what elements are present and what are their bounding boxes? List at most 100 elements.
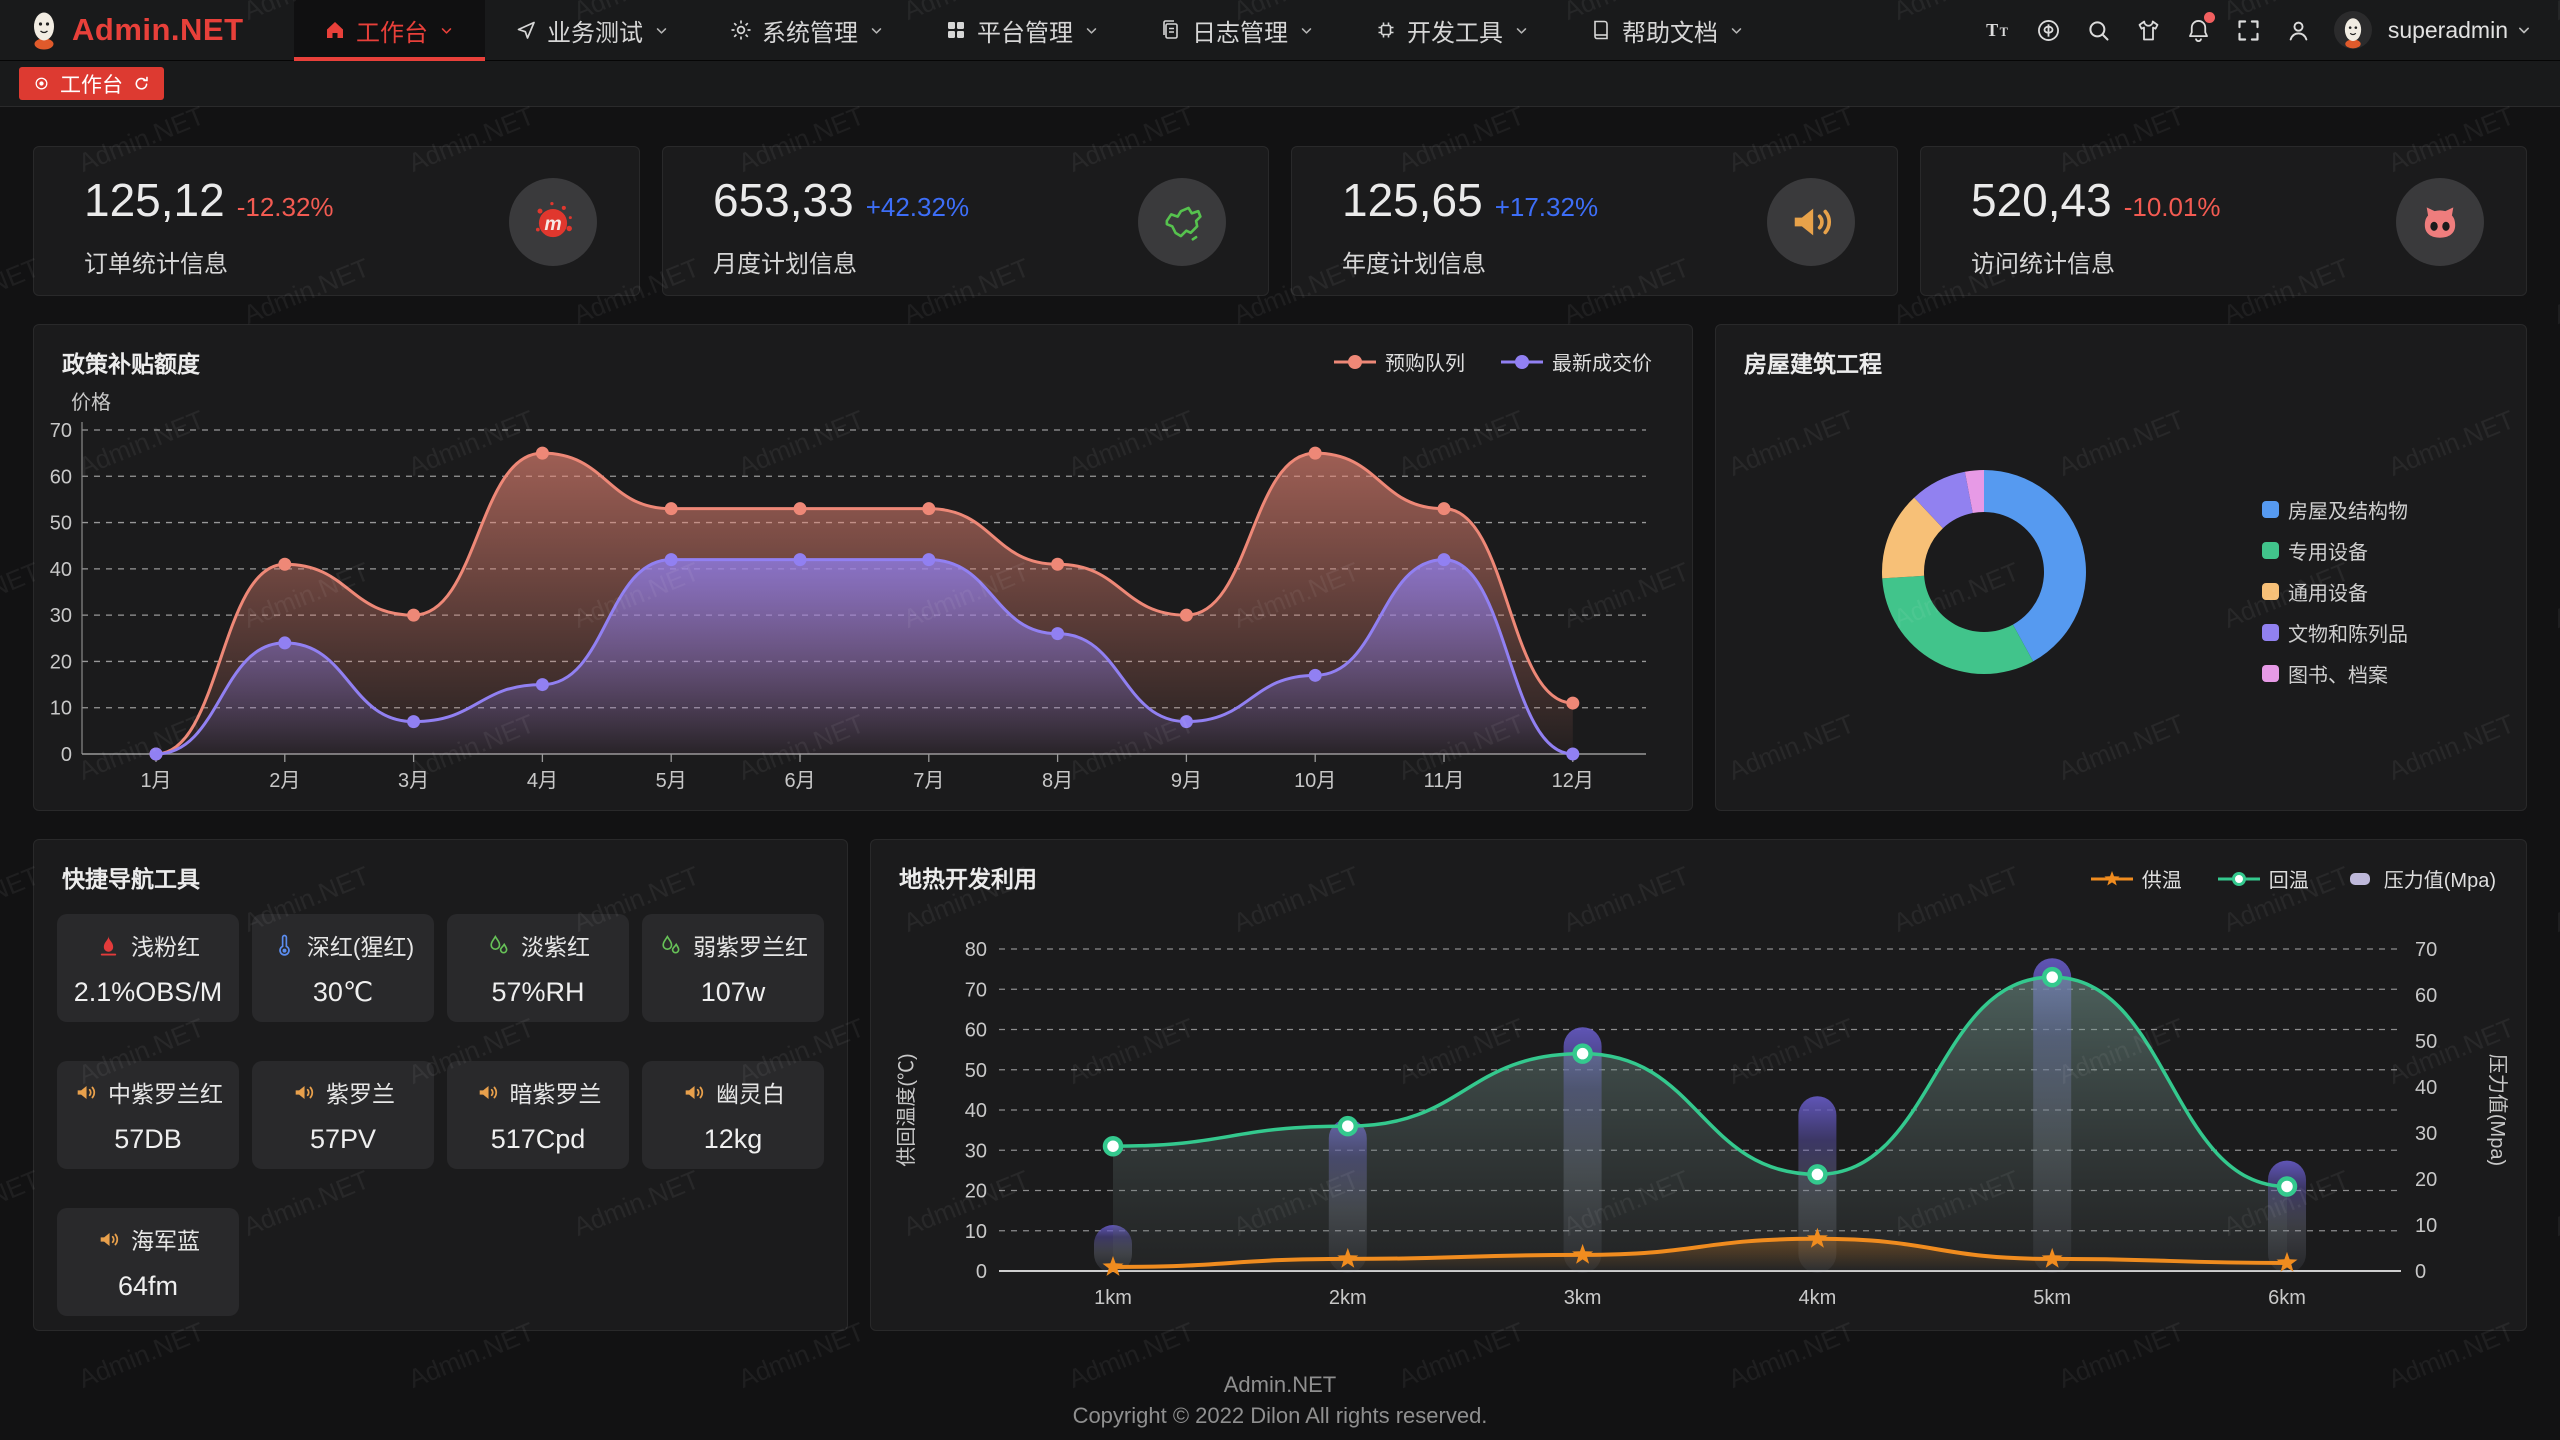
grid-icon [944,18,968,42]
quick-nav-item-head: 暗紫罗兰 [475,1075,602,1109]
svg-text:价格: 价格 [71,391,111,414]
stat-card-3[interactable]: 125,65 +17.32% 年度计划信息 [1291,146,1898,296]
legend-swatch [2262,542,2279,559]
quick-nav-item-head: 深红(猩红) [272,928,414,962]
speaker-icon [475,1080,500,1105]
legend-swatch [2262,624,2279,641]
legend-item-1[interactable]: 预购队列 [1334,347,1465,376]
svg-text:30: 30 [965,1140,987,1162]
svg-text:2km: 2km [1329,1287,1367,1309]
bell-button[interactable] [2176,7,2222,53]
tabbar: 工作台 [0,61,2560,107]
speaker-icon [681,1080,706,1105]
quick-nav-item-label: 幽灵白 [716,1081,785,1107]
tab-label: 工作台 [60,73,123,97]
menu-item-5[interactable]: 日志管理 [1130,0,1345,60]
search-button[interactable] [2076,7,2122,53]
brand-text: Admin.NET [72,12,244,47]
avatar[interactable] [2333,11,2372,49]
menu-item-2[interactable]: 业务测试 [485,0,700,60]
legend-item-2[interactable]: 专用设备 [2262,536,2408,565]
legend-item-3[interactable]: 压力值(Mpa) [2345,864,2496,893]
brand[interactable]: Admin.NET [0,0,294,60]
legend-item-2[interactable]: 回温 [2217,864,2309,893]
svg-text:10: 10 [2415,1215,2437,1237]
stat-card-4[interactable]: 520,43 -10.01% 访问统计信息 [1920,146,2527,296]
legend-label: 通用设备 [2288,583,2368,605]
quick-nav-item-6[interactable]: 紫罗兰 57PV [252,1061,434,1169]
fullscreen-button[interactable] [2226,7,2272,53]
quick-nav-item-4[interactable]: 弱紫罗兰红 107w [642,914,824,1022]
menu-item-label: 系统管理 [762,19,858,47]
menu-item-label: 业务测试 [547,19,643,47]
svg-text:3km: 3km [1564,1287,1602,1309]
quick-nav-item-value: 517Cpd [490,1124,586,1154]
home-icon [323,18,347,42]
quick-nav-item-9[interactable]: 海军蓝 64fm [57,1208,239,1316]
menu-item-label: 工作台 [356,19,428,47]
svg-text:60: 60 [50,466,72,488]
menu-item-label: 日志管理 [1192,19,1288,47]
legend-item-3[interactable]: 通用设备 [2262,577,2408,606]
bell-icon [2185,17,2212,44]
speaker-icon [291,1080,316,1105]
menu-item-3[interactable]: 系统管理 [700,0,915,60]
legend-item-2[interactable]: 最新成交价 [1501,347,1652,376]
stat-card-1[interactable]: 125,12 -12.32% 订单统计信息 m [33,146,640,296]
username[interactable]: superadmin [2387,16,2508,43]
svg-text:20: 20 [965,1181,987,1203]
speaker-icon [96,1227,121,1252]
svg-text:50: 50 [2415,1031,2437,1053]
menu-item-1[interactable]: 工作台 [294,0,485,61]
quick-nav-item-8[interactable]: 幽灵白 12kg [642,1061,824,1169]
quick-nav-item-3[interactable]: 淡紫红 57%RH [447,914,629,1022]
svg-text:40: 40 [2415,1077,2437,1099]
quick-nav-item-7[interactable]: 暗紫罗兰 517Cpd [447,1061,629,1169]
theme-button[interactable] [2126,7,2172,53]
menu-item-7[interactable]: 帮助文档 [1560,0,1775,60]
quick-nav-item-label: 深红(猩红) [306,934,415,960]
language-button[interactable] [2026,7,2072,53]
svg-text:6km: 6km [2268,1287,2306,1309]
menu-item-label: 平台管理 [977,19,1073,47]
panel-quick-nav: 快捷导航工具 浅粉红 2.1%OBS/M 深红(猩红) 30℃ 淡紫红 57%RH 弱紫罗兰… [33,839,848,1331]
charts-row-2: 快捷导航工具 浅粉红 2.1%OBS/M 深红(猩红) 30℃ 淡紫红 57%RH 弱紫罗兰… [33,839,2527,1331]
stat-value: 520,43 [1971,174,2112,226]
legend-item-1[interactable]: 供温 [2090,864,2182,893]
tab-workbench[interactable]: 工作台 [19,67,164,100]
legend-item-1[interactable]: 房屋及结构物 [2262,495,2408,524]
legend-label: 供温 [2141,870,2182,892]
chevron-down-icon [652,21,671,40]
navbar-tools: T T superadmin [1976,0,2560,60]
menu-item-4[interactable]: 平台管理 [915,0,1130,60]
speaker-icon [73,1080,98,1105]
refresh-icon[interactable] [132,74,151,93]
panel-building-project: 房屋建筑工程 房屋及结构物 专用设备 通用设备 文物和陈列品 图书、档案 [1715,324,2527,811]
quick-nav-item-1[interactable]: 浅粉红 2.1%OBS/M [57,914,239,1022]
quick-nav-item-5[interactable]: 中紫罗兰红 57DB [57,1061,239,1169]
stat-line: 653,33 +42.32% [713,173,1268,227]
cat-icon [2396,178,2484,266]
user-button[interactable] [2276,7,2322,53]
quick-nav-item-label: 暗紫罗兰 [509,1081,602,1107]
menu-item-6[interactable]: 开发工具 [1345,0,1560,60]
svg-text:0: 0 [976,1261,987,1283]
chevron-down-icon [437,21,456,40]
legend-marker [1501,354,1543,370]
legend-item-4[interactable]: 文物和陈列品 [2262,618,2408,647]
chevron-down-icon [1512,21,1531,40]
legend-item-5[interactable]: 图书、档案 [2262,659,2408,688]
chevron-down-icon [1082,21,1101,40]
legend-marker [2217,870,2260,888]
stat-value: 125,65 [1342,174,1483,226]
stat-card-2[interactable]: 653,33 +42.32% 月度计划信息 [662,146,1269,296]
quick-nav-item-label: 中紫罗兰红 [108,1081,223,1107]
svg-text:T: T [2000,25,2009,39]
svg-text:40: 40 [965,1100,987,1122]
quick-nav-item-value: 2.1%OBS/M [73,977,223,1007]
quick-nav-item-2[interactable]: 深红(猩红) 30℃ [252,914,434,1022]
geothermal-legend: 供温 回温 压力值(Mpa) [2090,864,2496,893]
geothermal-chart: 0 10 20 30 40 50 60 70 80 0 10 20 30 40 50 60 70 供回温度(℃) 压… [895,939,2509,1309]
